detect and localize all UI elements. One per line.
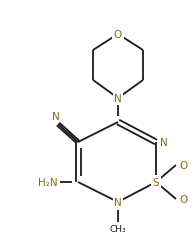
Text: H₂N: H₂N (38, 177, 58, 187)
Text: N: N (114, 197, 122, 207)
Text: CH₃: CH₃ (110, 224, 126, 233)
Text: O: O (179, 160, 187, 170)
Text: N: N (114, 94, 122, 104)
Text: N: N (52, 112, 60, 122)
Text: N: N (160, 138, 168, 147)
Text: O: O (114, 30, 122, 40)
Text: O: O (179, 194, 187, 204)
Text: S: S (153, 177, 159, 187)
